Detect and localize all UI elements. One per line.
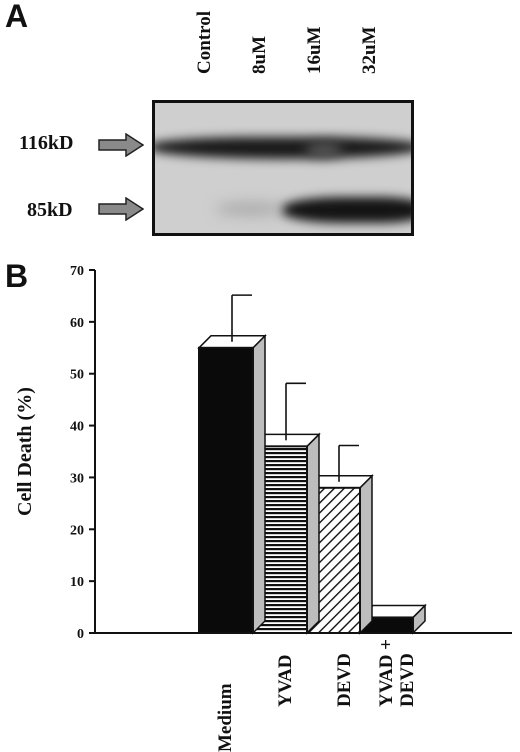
blot-band-116kd-dip [305, 143, 343, 157]
panel-a-letter: A [5, 0, 29, 34]
western-blot-image [152, 100, 414, 236]
y-tick-label-60: 60 [70, 316, 84, 331]
category-label-medium: Medium [215, 683, 236, 752]
y-tick-label-50: 50 [70, 368, 84, 383]
bar-front-1 [198, 346, 254, 634]
y-tick-label-30: 30 [70, 471, 84, 486]
bar-4 [359, 603, 427, 635]
marker-116kd-label: 116kD [19, 132, 74, 154]
category-label-devd: DEVD [334, 653, 355, 707]
panel-b-letter: B [5, 258, 29, 294]
category-label-yvad: YVAD [275, 654, 296, 707]
y-tick-label-20: 20 [70, 523, 84, 538]
y-tick-label-10: 10 [70, 575, 84, 590]
category-label-yvad-devd-line2: DEVD [397, 653, 418, 707]
blot-band-116kd [155, 137, 411, 159]
bar-side-1 [252, 333, 266, 635]
blot-band-85kd [281, 197, 411, 223]
marker-116kd-arrow-icon [98, 133, 144, 157]
category-label-yvad-devd: YVAD + DEVD [376, 607, 418, 707]
marker-85kd-arrow-icon [98, 197, 144, 221]
bar-side-2 [306, 432, 320, 635]
category-label-yvad-devd-text: YVAD + DEVD [376, 607, 418, 707]
category-label-yvad-devd-line1: YVAD + [376, 638, 397, 707]
y-tick-label-70: 70 [70, 264, 84, 279]
bar-side-3 [359, 473, 373, 635]
marker-85kd-label: 85kD [27, 199, 73, 221]
blot-band-85kd-faint [215, 203, 285, 215]
bar-1 [197, 294, 267, 635]
y-tick-label-40: 40 [70, 420, 84, 435]
y-tick-label-0: 0 [77, 627, 84, 642]
